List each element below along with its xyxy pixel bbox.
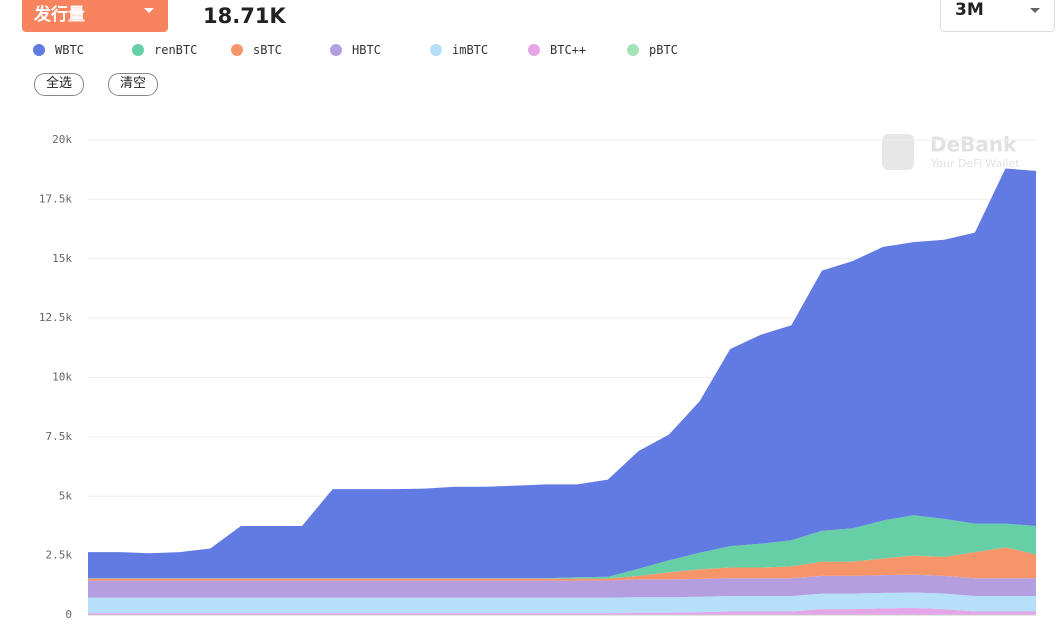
legend-item[interactable]: pBTC: [627, 43, 678, 57]
legend-swatch: [330, 44, 342, 56]
caret: [1030, 8, 1040, 18]
legend-item[interactable]: imBTC: [430, 43, 488, 57]
range-label: 3M: [955, 0, 984, 20]
y-tick-label: 7.5k: [46, 430, 73, 443]
area: [88, 547, 1036, 581]
legend-label: HBTC: [352, 43, 381, 57]
legend-label: WBTC: [55, 43, 84, 57]
watermark-text: DeBank: [930, 133, 1017, 157]
legend-item[interactable]: renBTC: [132, 43, 197, 57]
legend-item[interactable]: sBTC: [231, 43, 282, 57]
y-tick-label: 12.5k: [39, 311, 72, 324]
area: [88, 592, 1036, 614]
metric-label: 发行量: [34, 5, 85, 25]
watermark-sub: Your DeFi Wallet: [930, 157, 1020, 170]
legend-label: sBTC: [253, 43, 282, 57]
legend-item[interactable]: WBTC: [33, 43, 84, 57]
caret: [144, 8, 154, 18]
legend-label: imBTC: [452, 43, 489, 57]
legend-item[interactable]: HBTC: [330, 43, 381, 57]
watermark-logo: [882, 134, 914, 170]
legend-label: BTC++: [550, 43, 587, 57]
legend-label: renBTC: [154, 43, 198, 57]
y-tick-label: 20k: [52, 133, 72, 146]
total-value: 18.71K: [203, 4, 286, 28]
y-tick-label: 0: [65, 608, 72, 621]
y-tick-label: 10k: [52, 371, 72, 384]
range-dropdown[interactable]: 3M: [940, 0, 1055, 32]
legend-swatch: [132, 44, 144, 56]
y-tick-label: 2.5k: [46, 549, 73, 562]
legend-swatch: [231, 44, 243, 56]
y-tick-label: 5k: [59, 489, 73, 502]
legend-swatch: [430, 44, 442, 56]
legend-swatch: [627, 44, 639, 56]
area: [88, 515, 1036, 579]
legend-swatch: [33, 44, 45, 56]
clear-button[interactable]: 清空: [108, 73, 159, 96]
watermark: DeBank Your DeFi Wallet: [882, 133, 1020, 170]
metric-dropdown[interactable]: 发行量: [22, 0, 168, 32]
y-tick-label: 17.5k: [39, 192, 72, 205]
legend-swatch: [528, 44, 540, 56]
select-all-button[interactable]: 全选: [34, 73, 85, 96]
area: [88, 574, 1036, 598]
legend-label: pBTC: [649, 43, 678, 57]
legend-item[interactable]: BTC++: [528, 43, 586, 57]
area: [88, 168, 1036, 579]
area: [88, 607, 1036, 615]
y-tick-label: 15k: [52, 252, 72, 265]
